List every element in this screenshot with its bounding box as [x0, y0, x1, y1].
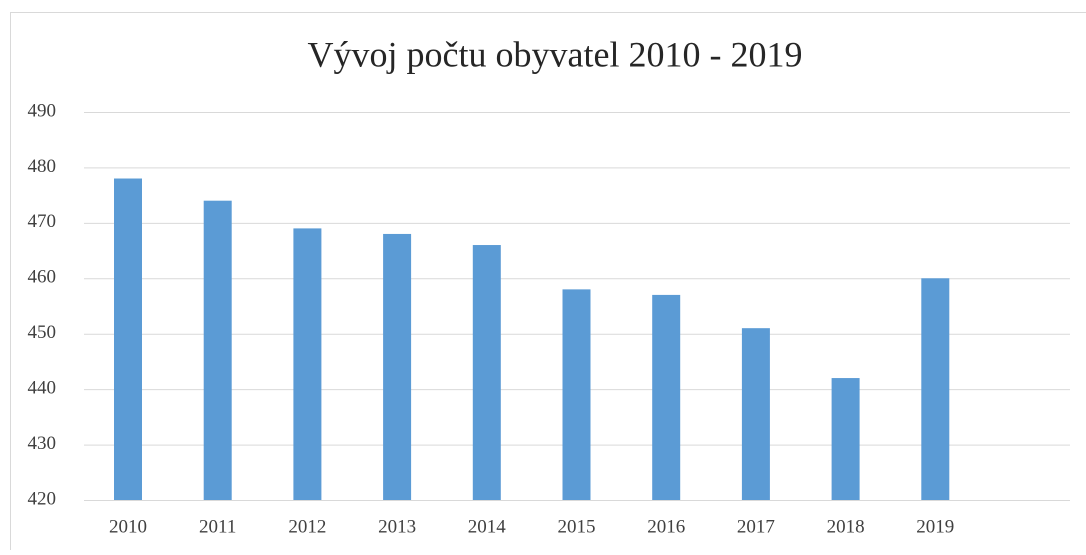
- bar: [832, 378, 860, 500]
- x-tick-label: 2012: [288, 516, 326, 537]
- x-tick-label: 2011: [199, 516, 236, 537]
- bar: [293, 228, 321, 500]
- x-tick-label: 2016: [647, 516, 685, 537]
- bar: [921, 278, 949, 500]
- x-tick-label: 2010: [109, 516, 147, 537]
- x-tick-label: 2015: [558, 516, 596, 537]
- bar: [652, 295, 680, 500]
- bar: [473, 245, 501, 500]
- x-tick-label: 2014: [468, 516, 507, 537]
- y-tick-label: 430: [28, 433, 57, 454]
- bar: [383, 234, 411, 500]
- x-tick-label: 2017: [737, 516, 775, 537]
- y-tick-label: 490: [28, 100, 57, 121]
- y-tick-label: 440: [28, 378, 57, 399]
- bar: [563, 289, 591, 500]
- chart-title: Vývoj počtu obyvatel 2010 - 2019: [308, 34, 803, 74]
- bar: [742, 328, 770, 500]
- x-tick-label: 2019: [916, 516, 954, 537]
- x-tick-label: 2013: [378, 516, 416, 537]
- y-tick-label: 420: [28, 488, 57, 509]
- y-tick-label: 460: [28, 267, 57, 288]
- y-tick-label: 470: [28, 211, 57, 232]
- y-tick-label: 480: [28, 156, 57, 177]
- bar: [114, 179, 142, 500]
- x-tick-label: 2018: [827, 516, 865, 537]
- bar: [204, 201, 232, 500]
- y-tick-label: 450: [28, 322, 57, 343]
